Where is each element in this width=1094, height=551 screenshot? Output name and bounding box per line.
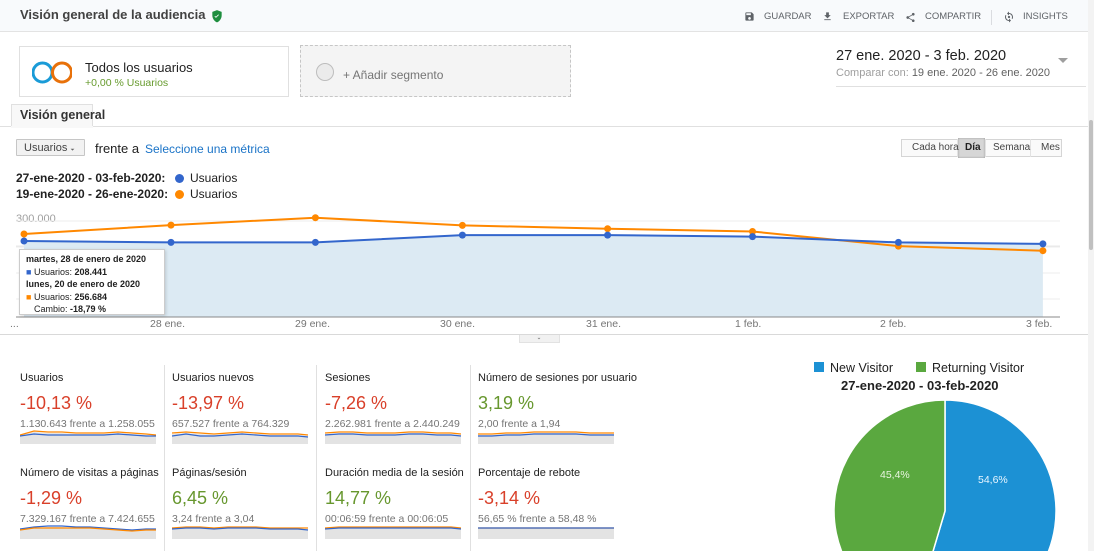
svg-text:45,4%: 45,4%: [880, 469, 910, 481]
svg-text:54,6%: 54,6%: [978, 474, 1008, 486]
